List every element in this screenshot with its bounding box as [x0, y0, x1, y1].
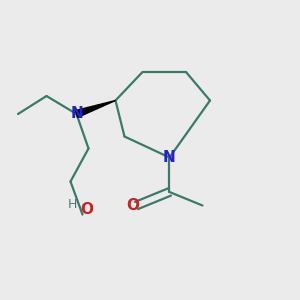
- Text: O: O: [126, 198, 140, 213]
- Text: H: H: [67, 197, 77, 211]
- Text: N: N: [70, 106, 83, 122]
- Polygon shape: [75, 100, 116, 117]
- Text: O: O: [80, 202, 94, 217]
- Text: N: N: [163, 150, 176, 165]
